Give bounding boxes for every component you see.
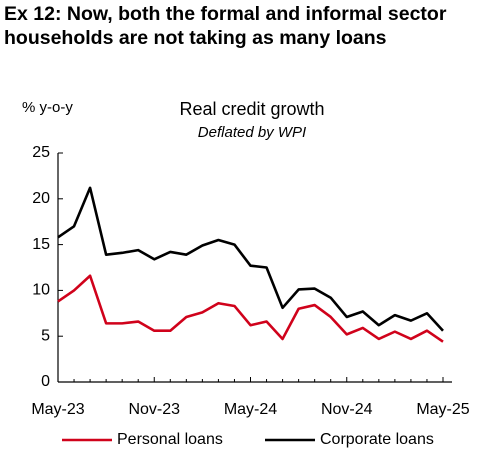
y-axis-label: % y-o-y bbox=[22, 99, 73, 116]
y-tick-label: 10 bbox=[32, 282, 50, 299]
x-tick-label: May-24 bbox=[224, 401, 277, 418]
subtitle: Deflated by WPI bbox=[198, 124, 306, 141]
y-tick-label: 15 bbox=[32, 236, 50, 253]
legend-label: Personal loans bbox=[117, 431, 223, 448]
x-tick-label: May-25 bbox=[416, 401, 469, 418]
title: Ex 12: Now, both the formal and informal… bbox=[4, 3, 447, 49]
x-tick-label: Nov-23 bbox=[128, 401, 180, 418]
y-tick-label: 0 bbox=[41, 373, 50, 390]
x-tick-label: May-23 bbox=[31, 401, 84, 418]
y-tick-label: 25 bbox=[32, 144, 50, 161]
x-tick-label: Nov-24 bbox=[321, 401, 373, 418]
legend-label: Corporate loans bbox=[320, 431, 434, 448]
series-line bbox=[57, 186, 444, 332]
y-tick-label: 20 bbox=[32, 190, 50, 207]
y-tick-label: 5 bbox=[41, 327, 50, 344]
series-line bbox=[57, 274, 444, 343]
chart-title: Real credit growth bbox=[179, 99, 324, 119]
